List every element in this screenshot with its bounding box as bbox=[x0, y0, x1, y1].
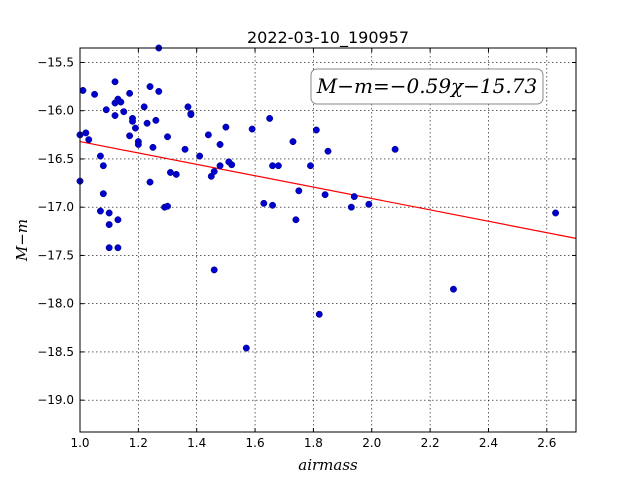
data-point bbox=[99, 162, 107, 170]
data-point bbox=[321, 191, 329, 199]
y-axis-label: M−m bbox=[13, 219, 31, 262]
data-point bbox=[266, 114, 274, 122]
data-point bbox=[365, 200, 373, 208]
data-point bbox=[307, 162, 314, 170]
data-point bbox=[105, 244, 113, 252]
data-point bbox=[155, 87, 163, 95]
data-point bbox=[312, 126, 320, 134]
equation-box-frame bbox=[310, 68, 544, 105]
chart-title: 2022-03-10_190957 bbox=[247, 28, 409, 48]
data-point bbox=[146, 83, 154, 91]
data-point bbox=[82, 129, 90, 137]
data-point bbox=[181, 145, 189, 153]
axis-ticks: 1.0 1.2 1.4 1.6 1.8 2.0 2.2 2.4 2.6 −15.5 −16.0 −16… bbox=[37, 48, 576, 450]
data-point bbox=[228, 161, 236, 169]
data-point bbox=[126, 89, 134, 97]
x-tick-label: 1.0 bbox=[70, 436, 89, 450]
data-point bbox=[552, 209, 560, 217]
data-point bbox=[164, 133, 171, 141]
data-point bbox=[166, 169, 174, 176]
x-tick-label: 1.8 bbox=[304, 436, 323, 450]
data-point bbox=[149, 143, 157, 151]
data-point bbox=[120, 108, 128, 116]
data-point bbox=[131, 124, 139, 132]
data-point bbox=[143, 119, 151, 127]
data-point bbox=[350, 193, 358, 201]
x-tick-label: 1.4 bbox=[187, 436, 206, 450]
y-tick-label: −17.0 bbox=[37, 200, 74, 214]
grid bbox=[80, 48, 576, 432]
data-point bbox=[187, 111, 195, 119]
y-tick-label: −16.0 bbox=[37, 104, 74, 118]
y-tick-label: −15.5 bbox=[37, 55, 74, 69]
data-point bbox=[216, 162, 224, 170]
data-point bbox=[117, 98, 125, 106]
data-point bbox=[274, 162, 282, 170]
data-point bbox=[210, 266, 218, 274]
y-tick-label: −16.5 bbox=[37, 152, 74, 166]
data-point bbox=[96, 152, 104, 160]
data-point bbox=[216, 141, 224, 148]
y-tick-label: −19.0 bbox=[37, 393, 74, 407]
data-point bbox=[315, 310, 323, 318]
data-point bbox=[102, 106, 110, 114]
equation-box: M−m=−0.59χ−15.73 bbox=[310, 68, 544, 105]
data-point bbox=[99, 190, 107, 198]
data-point bbox=[347, 203, 355, 211]
x-tick-label: 1.2 bbox=[129, 436, 148, 450]
data-point bbox=[391, 145, 399, 153]
data-point bbox=[114, 216, 122, 224]
data-point bbox=[79, 87, 87, 94]
data-point bbox=[324, 147, 332, 155]
plot-area bbox=[76, 44, 577, 352]
data-point bbox=[248, 125, 256, 133]
data-point bbox=[260, 199, 268, 207]
data-point bbox=[269, 201, 277, 209]
data-point bbox=[152, 116, 160, 124]
data-point bbox=[85, 136, 93, 144]
fit-line bbox=[79, 140, 577, 239]
data-point bbox=[269, 162, 277, 170]
data-point bbox=[134, 141, 142, 148]
data-point bbox=[196, 152, 204, 160]
data-point bbox=[184, 103, 192, 111]
data-point bbox=[164, 202, 171, 210]
plot-frame bbox=[79, 47, 577, 433]
data-point bbox=[111, 112, 119, 119]
data-point bbox=[111, 78, 119, 86]
data-point bbox=[450, 285, 457, 293]
y-tick-label: −17.5 bbox=[37, 248, 74, 262]
data-point bbox=[295, 187, 303, 195]
data-point bbox=[204, 131, 212, 139]
x-tick-label: 2.2 bbox=[421, 436, 440, 450]
data-point bbox=[105, 209, 113, 217]
equation-label: M−m=−0.59χ−15.73 bbox=[316, 74, 537, 98]
x-axis-label: airmass bbox=[298, 456, 358, 474]
data-point bbox=[126, 132, 134, 140]
data-point bbox=[222, 123, 230, 131]
data-point bbox=[172, 170, 180, 178]
x-tick-label: 2.6 bbox=[537, 436, 556, 450]
data-point bbox=[105, 221, 113, 229]
y-tick-label: −18.0 bbox=[37, 297, 74, 311]
x-tick-label: 1.6 bbox=[246, 436, 265, 450]
data-point bbox=[146, 178, 154, 186]
data-point bbox=[140, 103, 148, 111]
data-point bbox=[96, 207, 104, 215]
x-tick-label: 2.0 bbox=[362, 436, 381, 450]
data-point bbox=[292, 216, 300, 224]
x-tick-label: 2.4 bbox=[479, 436, 498, 450]
data-point bbox=[242, 344, 250, 352]
y-tick-label: −18.5 bbox=[37, 345, 74, 359]
data-point bbox=[114, 244, 122, 252]
data-points bbox=[76, 44, 560, 352]
data-point bbox=[129, 117, 136, 125]
data-point bbox=[210, 168, 218, 175]
data-point bbox=[91, 90, 99, 98]
data-point bbox=[289, 138, 297, 146]
